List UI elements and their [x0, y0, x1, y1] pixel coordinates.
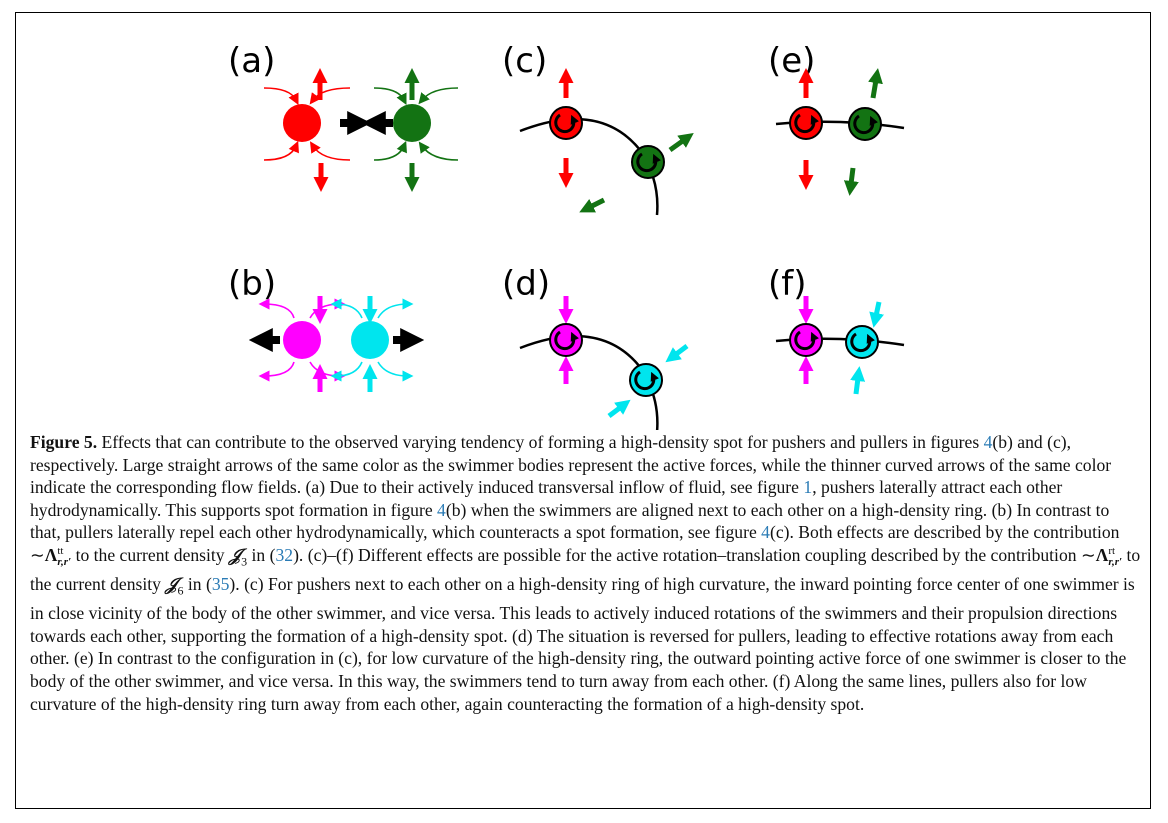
equation-link[interactable]: 32	[275, 545, 293, 565]
page: (a) (b) (c) (d) (e) (f)	[0, 0, 1168, 823]
equation-link[interactable]: 35	[212, 574, 230, 594]
math-symbol: 𝒥	[165, 574, 177, 595]
caption-text: in (	[183, 574, 211, 594]
panel-c	[520, 80, 684, 215]
math-sub: r,r′	[1108, 557, 1122, 568]
panel-d	[520, 296, 687, 430]
panel-label: (c)	[502, 41, 547, 81]
math-symbol: Λ	[1096, 545, 1109, 565]
math-symbol: 𝒥	[229, 545, 241, 566]
panel-label: (e)	[768, 41, 815, 81]
figure-link[interactable]: 4	[437, 500, 446, 520]
caption-label: Figure 5.	[30, 432, 97, 452]
panel-label: (f)	[768, 264, 807, 304]
caption-text: to the current density	[71, 545, 229, 565]
panel-a	[264, 80, 458, 180]
panel-label: (b)	[228, 264, 276, 304]
math-sub: r,r′	[57, 557, 71, 568]
figure-link[interactable]: 1	[803, 477, 812, 497]
figure-panels: (a) (b) (c) (d) (e) (f)	[0, 0, 1168, 430]
panel-e	[776, 80, 904, 184]
caption-text: in (	[247, 545, 275, 565]
panel-label: (a)	[228, 41, 275, 81]
caption-text: Effects that can contribute to the obser…	[97, 432, 983, 452]
panel-f	[776, 296, 904, 394]
figure-link[interactable]: 4	[761, 522, 770, 542]
panel-b	[264, 296, 408, 392]
math-symbol: Λ	[45, 545, 58, 565]
caption: Figure 5. Effects that can contribute to…	[30, 431, 1142, 715]
caption-text: ). (c)–(f) Different effects are possibl…	[293, 545, 1096, 565]
caption-text: ). (c) For pushers next to each other on…	[30, 574, 1135, 713]
panel-label: (d)	[502, 264, 550, 304]
